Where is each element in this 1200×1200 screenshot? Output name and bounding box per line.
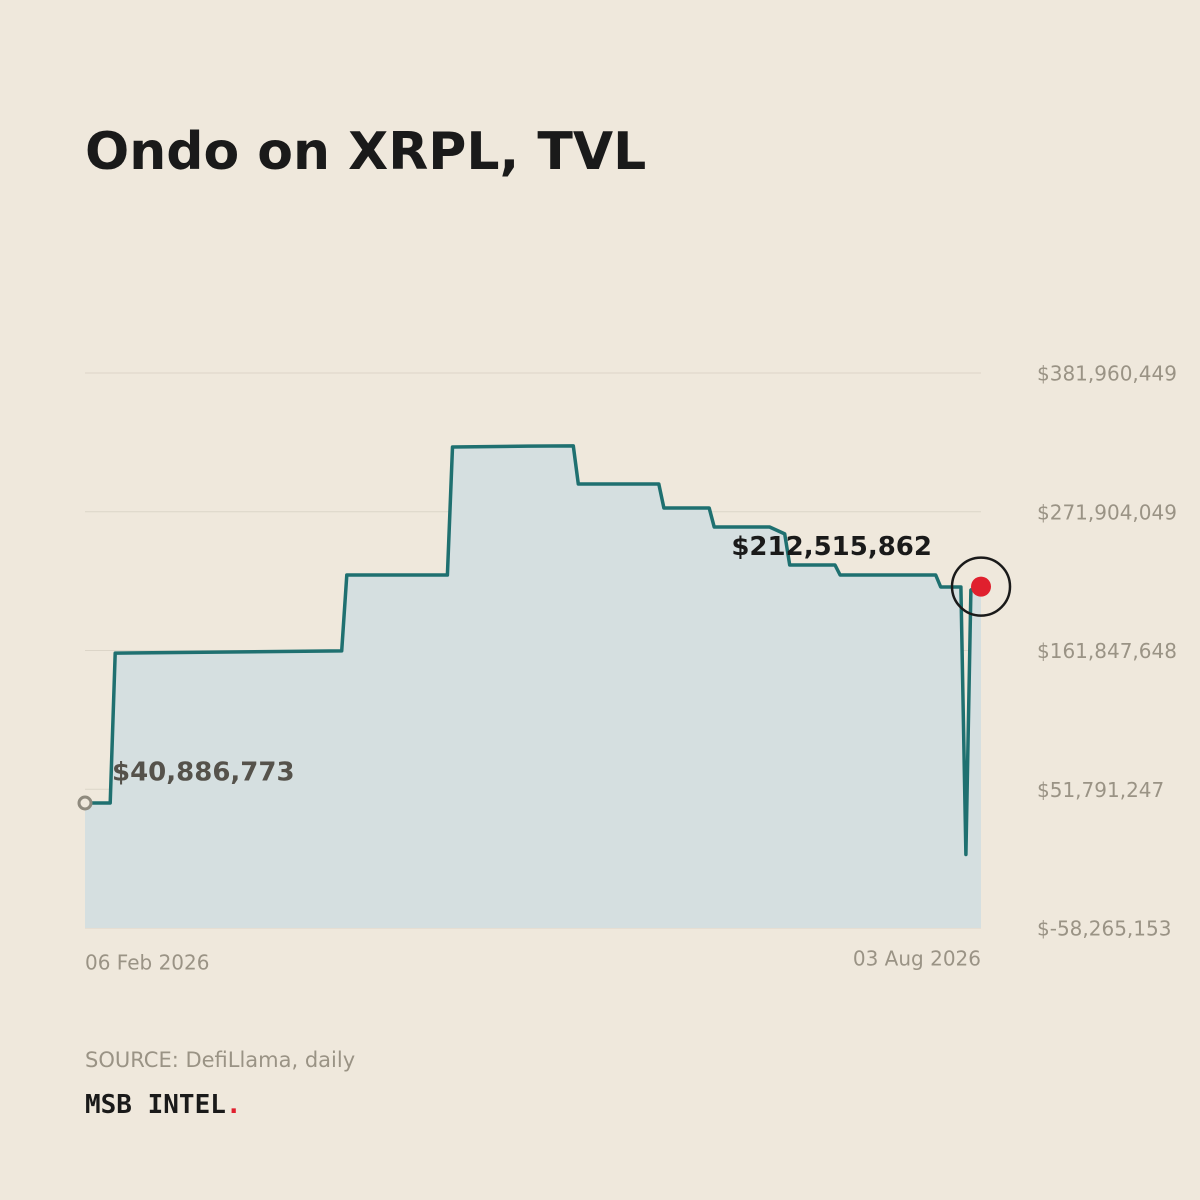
start-marker (77, 795, 93, 811)
y-tick-label: $161,847,648 (1037, 639, 1177, 663)
brand: MSB INTEL. (85, 1090, 242, 1120)
y-tick-label: $-58,265,153 (1037, 917, 1171, 941)
value-label: $212,515,862 (731, 532, 932, 562)
end-marker (971, 576, 991, 597)
source: SOURCE: DefiLlama, daily (85, 1048, 355, 1072)
chart-title: Ondo on XRPL, TVL (85, 122, 646, 182)
y-tick-label: $271,904,049 (1037, 500, 1177, 524)
y-tick-label: $51,791,247 (1037, 778, 1164, 802)
x-tick-label: 06 Feb 2026 (85, 951, 209, 975)
line (85, 444, 982, 857)
area (85, 445, 981, 928)
brand-name: MSB INTEL (85, 1090, 226, 1120)
brand-mark: . (226, 1090, 242, 1120)
y-tick-label: $381,960,449 (1037, 362, 1177, 386)
value-label: $40,886,773 (112, 757, 295, 787)
x-tick-label: 03 Aug 2026 (853, 947, 981, 971)
end-ring (950, 556, 1012, 617)
